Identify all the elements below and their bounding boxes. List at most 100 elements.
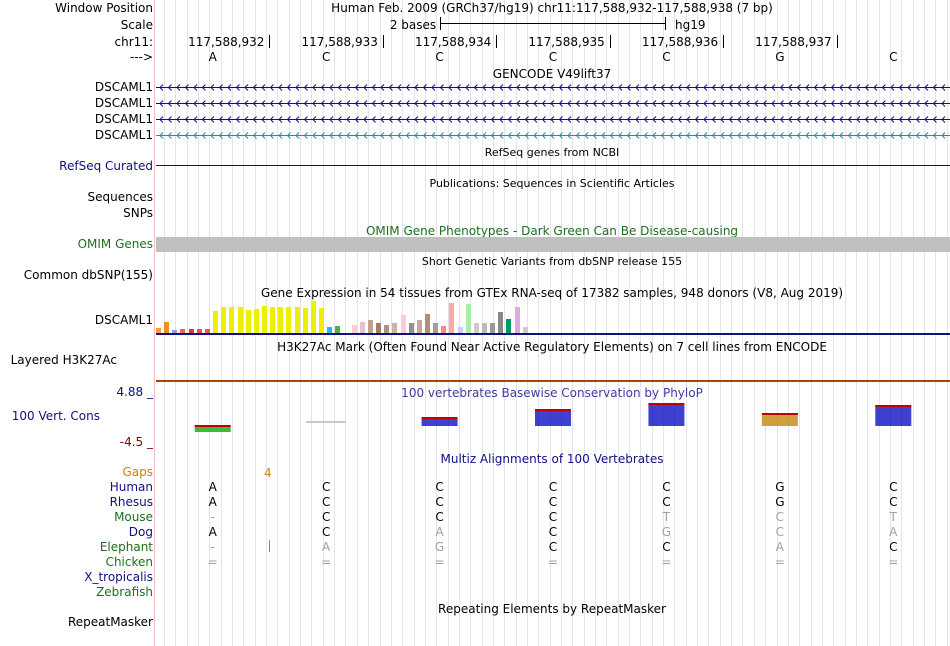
- gtex-tissue-bar[interactable]: [204, 329, 210, 333]
- guide-line: [640, 0, 641, 646]
- aligned-base: C: [321, 525, 331, 539]
- dbsnp-track-label[interactable]: Common dbSNP(155): [23, 268, 153, 282]
- gencode-track-label-3[interactable]: DSCAML1: [94, 112, 153, 126]
- gtex-tissue-bar[interactable]: [392, 323, 398, 333]
- conservation-plot[interactable]: [0, 400, 950, 445]
- gtex-track-label[interactable]: DSCAML1: [94, 313, 153, 327]
- aligned-base: C: [548, 525, 558, 539]
- reference-base: C: [321, 50, 331, 64]
- scale-label[interactable]: Scale: [120, 18, 153, 32]
- gencode-track-label-4[interactable]: DSCAML1: [94, 128, 153, 142]
- gencode-transcript[interactable]: [156, 115, 950, 124]
- aligned-base: A: [208, 480, 217, 494]
- gtex-tissue-bar[interactable]: [482, 323, 487, 333]
- gtex-tissue-bar[interactable]: [221, 307, 227, 333]
- guide-line: [198, 0, 199, 646]
- publications-track-label[interactable]: Sequences: [87, 190, 153, 204]
- gtex-tissue-bar[interactable]: [278, 307, 284, 333]
- window-position-label[interactable]: Window Position: [55, 1, 153, 15]
- gtex-bar-chart[interactable]: [156, 300, 556, 333]
- gtex-tissue-bar[interactable]: [229, 307, 235, 333]
- gtex-tissue-bar[interactable]: [213, 311, 219, 333]
- gtex-tissue-bar[interactable]: [408, 323, 414, 333]
- species-label[interactable]: Elephant: [99, 540, 153, 554]
- gtex-tissue-bar[interactable]: [465, 304, 471, 333]
- gtex-tissue-bar[interactable]: [449, 303, 455, 333]
- guide-line: [697, 0, 698, 646]
- gtex-tissue-bar[interactable]: [180, 329, 186, 333]
- omim-track-label[interactable]: OMIM Genes: [77, 237, 153, 251]
- gtex-tissue-bar[interactable]: [424, 314, 430, 333]
- gaps-label[interactable]: Gaps: [122, 465, 153, 479]
- gtex-tissue-bar[interactable]: [156, 328, 161, 333]
- gtex-tissue-bar[interactable]: [490, 323, 496, 333]
- gtex-tissue-bar[interactable]: [327, 327, 333, 333]
- gtex-tissue-bar[interactable]: [514, 307, 520, 333]
- ruler-position: 117,588,937: [755, 35, 832, 49]
- gtex-tissue-bar[interactable]: [294, 307, 300, 333]
- gtex-tissue-bar[interactable]: [310, 301, 316, 333]
- species-label[interactable]: Human: [109, 480, 153, 494]
- chr-label[interactable]: chr11:: [114, 35, 153, 49]
- guide-line: [765, 0, 766, 646]
- gtex-tissue-bar[interactable]: [433, 323, 439, 333]
- species-label[interactable]: Dog: [128, 525, 153, 539]
- gtex-tissue-bar[interactable]: [522, 327, 528, 333]
- omim-gene-bar[interactable]: [156, 237, 950, 252]
- strand-arrow-label[interactable]: --->: [129, 50, 153, 64]
- species-label[interactable]: X_tropicalis: [84, 570, 153, 584]
- gtex-tissue-bar[interactable]: [473, 323, 479, 333]
- guide-line: [947, 0, 948, 646]
- gtex-tissue-bar[interactable]: [335, 326, 341, 333]
- repeatmasker-track-label[interactable]: RepeatMasker: [67, 615, 153, 629]
- cons-track-label[interactable]: 100 Vert. Cons: [11, 409, 100, 423]
- ruler-tick: [610, 35, 611, 48]
- gtex-tissue-bar[interactable]: [302, 308, 308, 333]
- guide-line: [538, 0, 539, 646]
- gtex-tissue-bar[interactable]: [261, 306, 267, 333]
- gtex-tissue-bar[interactable]: [376, 323, 382, 333]
- gtex-tissue-bar[interactable]: [188, 329, 194, 333]
- gtex-tissue-bar[interactable]: [270, 307, 276, 333]
- gtex-tissue-bar[interactable]: [253, 309, 259, 333]
- gtex-tissue-bar[interactable]: [164, 322, 170, 333]
- gtex-tissue-bar[interactable]: [286, 307, 292, 333]
- gencode-transcript[interactable]: [156, 83, 950, 92]
- guide-line: [391, 0, 392, 646]
- ruler-tick: [383, 35, 384, 48]
- gtex-tissue-bar[interactable]: [359, 322, 365, 333]
- gtex-tissue-bar[interactable]: [245, 310, 251, 333]
- gtex-tissue-bar[interactable]: [416, 320, 422, 333]
- aligned-base: G: [775, 480, 785, 494]
- refseq-track-label[interactable]: RefSeq Curated: [59, 159, 153, 173]
- aligned-base: G: [661, 525, 672, 539]
- gencode-transcript[interactable]: [156, 131, 950, 140]
- snps-track-label[interactable]: SNPs: [123, 206, 153, 220]
- h3k27ac-track-label[interactable]: Layered H3K27Ac: [10, 353, 117, 367]
- gtex-tissue-bar[interactable]: [506, 319, 512, 333]
- gencode-track-label-2[interactable]: DSCAML1: [94, 96, 153, 110]
- gtex-tissue-bar[interactable]: [441, 326, 447, 333]
- species-label[interactable]: Rhesus: [109, 495, 153, 509]
- repeatmasker-title: Repeating Elements by RepeatMasker: [438, 602, 666, 616]
- gtex-tissue-bar[interactable]: [384, 325, 390, 333]
- species-label[interactable]: Chicken: [105, 555, 153, 569]
- refseq-gene-line[interactable]: [156, 165, 950, 166]
- gtex-tissue-bar[interactable]: [457, 327, 463, 333]
- gtex-tissue-bar[interactable]: [172, 330, 178, 333]
- gtex-tissue-bar[interactable]: [498, 312, 504, 333]
- gtex-tissue-bar[interactable]: [367, 320, 373, 333]
- guide-line: [572, 0, 573, 646]
- gtex-tissue-bar[interactable]: [351, 325, 357, 333]
- species-label[interactable]: Mouse: [114, 510, 153, 524]
- aligned-base: C: [321, 510, 331, 524]
- gtex-tissue-bar[interactable]: [400, 315, 406, 333]
- gtex-tissue-bar[interactable]: [237, 307, 243, 333]
- gtex-tissue-bar[interactable]: [319, 308, 324, 333]
- gtex-tissue-bar[interactable]: [196, 329, 202, 333]
- gencode-track-label-1[interactable]: DSCAML1: [94, 80, 153, 94]
- gencode-transcript[interactable]: [156, 99, 950, 108]
- h3k27ac-signal-line[interactable]: [156, 380, 950, 382]
- species-label[interactable]: Zebrafish: [96, 585, 153, 599]
